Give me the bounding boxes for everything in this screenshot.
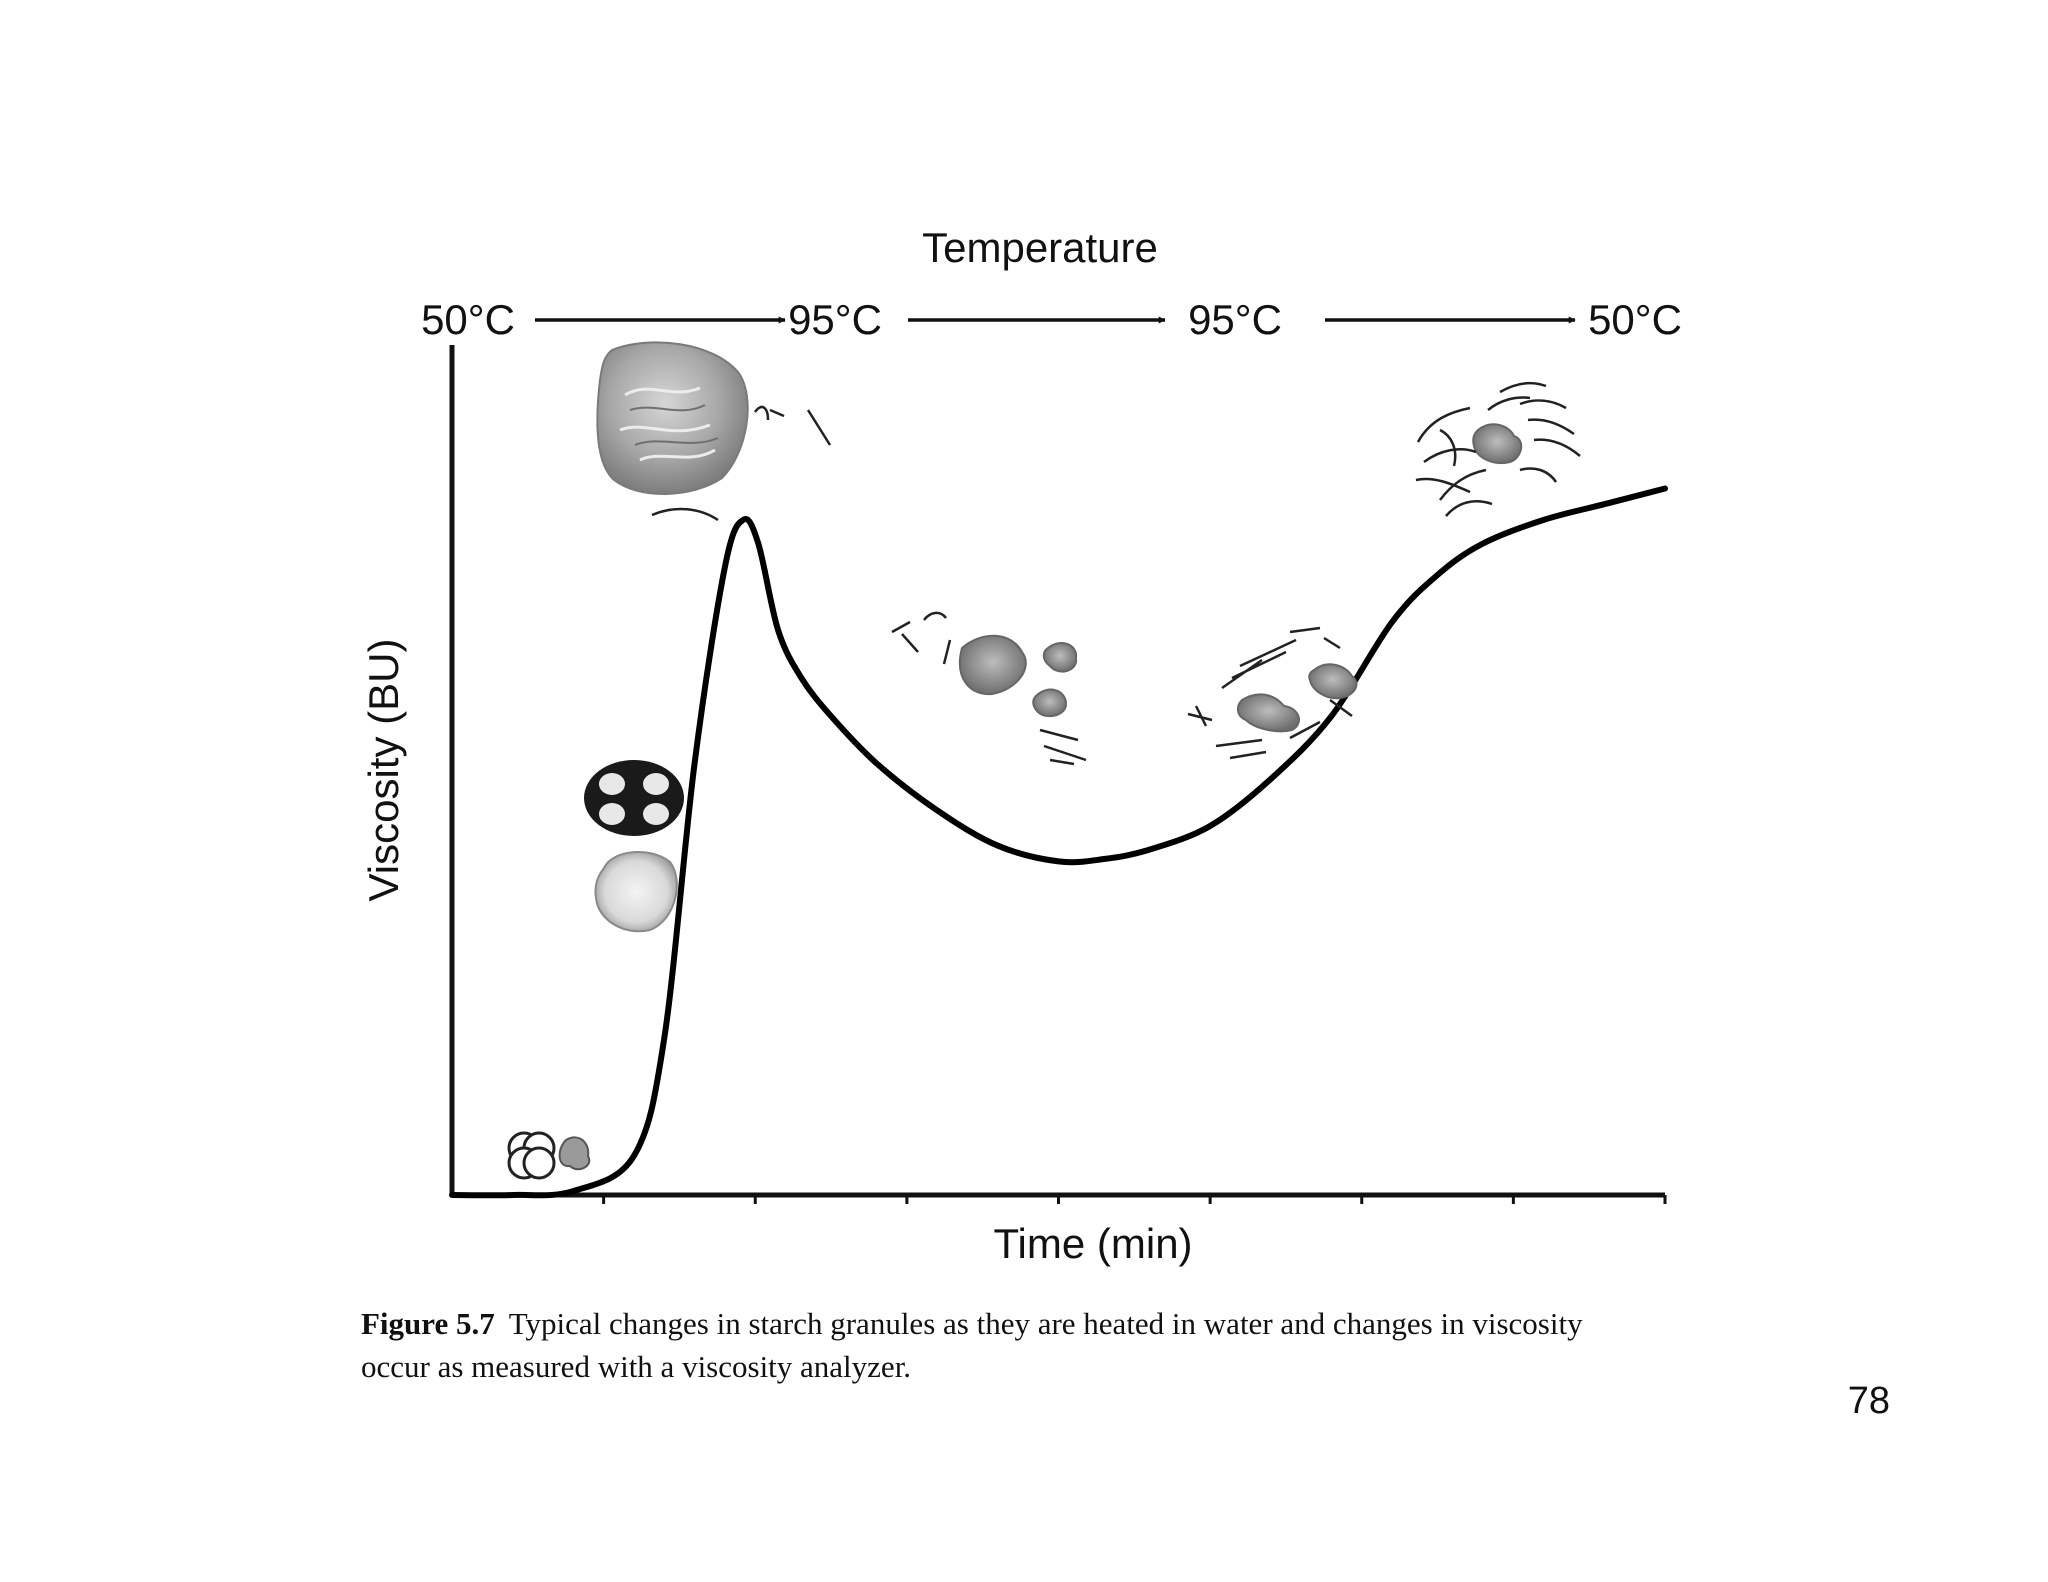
x-axis-ticks [602,1195,1667,1204]
page-number: 78 [1847,1380,1890,1422]
viscosity-line [449,485,1668,1199]
chart-title: Temperature [922,224,1158,271]
x-axis-label: Time (min) [993,1220,1192,1267]
caption-text: Typical changes in starch granules as th… [509,1306,1583,1341]
amylose-strand-icon [1187,626,1358,760]
figure-caption-line1: Figure 5.7 Typical changes in starch gran… [361,1306,1583,1341]
retrograded-network-icon [1415,381,1581,517]
swollen-granule-icon [596,341,832,522]
temp-stage-1: 50°C [421,296,515,343]
y-axis-label: Viscosity (BU) [360,639,407,902]
native-granule-icon [507,1131,591,1180]
pale-granule-icon [594,851,678,933]
temp-stage-2: 95°C [788,296,882,343]
polarized-granule-icon [584,760,684,836]
temp-stage-3: 95°C [1188,296,1282,343]
temp-stage-4: 50°C [1588,296,1682,343]
caption-label: Figure 5.7 [361,1306,495,1341]
fragmented-granule-icon [891,611,1087,766]
figure-caption-line2: occur as measured with a viscosity analy… [361,1349,911,1384]
